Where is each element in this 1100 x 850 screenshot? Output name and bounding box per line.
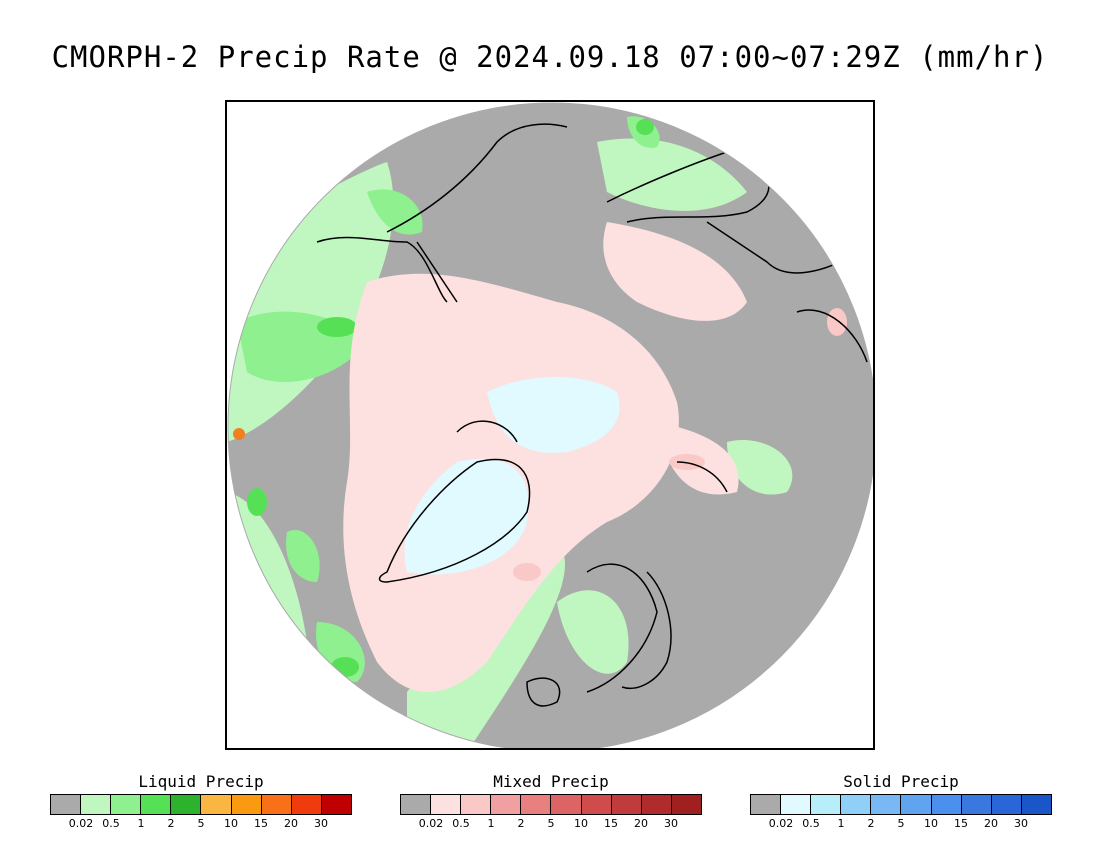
legend-swatch: [641, 795, 672, 814]
legend-tick-label: 0.5: [452, 817, 470, 830]
legend-tick-label: 15: [604, 817, 618, 830]
legend-swatch: [401, 795, 432, 814]
legend-tick-label: 30: [314, 817, 328, 830]
legend-tick-label: 5: [197, 817, 205, 830]
legend-liquid-precip: Liquid Precip 0.02 0.5 1 2 5 10 15 20 30: [50, 772, 352, 831]
legend-swatch: [671, 795, 701, 814]
legend-swatch: [841, 795, 872, 814]
legend-swatch: [781, 795, 812, 814]
page-title: CMORPH-2 Precip Rate @ 2024.09.18 07:00~…: [51, 40, 1049, 74]
legend-tick-label: 1: [837, 817, 845, 830]
legend-swatch: [491, 795, 522, 814]
legend-swatch: [81, 795, 112, 814]
legend-swatch: [871, 795, 902, 814]
legend-swatch: [111, 795, 142, 814]
legend-swatch: [321, 795, 351, 814]
legend-swatch: [751, 795, 782, 814]
legend-tick-label: 2: [517, 817, 525, 830]
legend-swatch: [551, 795, 582, 814]
polar-precip-map: [225, 100, 875, 750]
legend-tick-label: 0.02: [68, 817, 94, 830]
legend-swatch: [991, 795, 1022, 814]
color-bar: [400, 794, 702, 815]
legend-mixed-precip: Mixed Precip 0.02 0.5 1 2 5 10 15 20 30: [400, 772, 702, 831]
legend-tick-label: 0.5: [802, 817, 820, 830]
legend-tick-label: 30: [664, 817, 678, 830]
legend-swatch: [581, 795, 612, 814]
legend-tick-label: 15: [254, 817, 268, 830]
legend-tick-label: 20: [634, 817, 648, 830]
legend-tick-label: 15: [954, 817, 968, 830]
legend-tick-label: 20: [984, 817, 998, 830]
legend-solid-precip: Solid Precip 0.02 0.5 1 2 5 10 15 20 30: [750, 772, 1052, 831]
legend-tick-label: 2: [167, 817, 175, 830]
legend-swatch: [171, 795, 202, 814]
tick-labels: 0.02 0.5 1 2 5 10 15 20 30: [50, 815, 352, 831]
legend-title: Solid Precip: [843, 772, 959, 791]
color-bar: [750, 794, 1052, 815]
legend-tick-label: 10: [924, 817, 938, 830]
legend-swatch: [141, 795, 172, 814]
legend-swatch: [901, 795, 932, 814]
legend-tick-label: 5: [547, 817, 555, 830]
map-canvas: [227, 102, 873, 748]
solid-precip-areas: [404, 377, 620, 575]
legend-swatch: [521, 795, 552, 814]
legend-swatch: [231, 795, 262, 814]
legend-swatch: [461, 795, 492, 814]
legend-tick-label: 0.5: [102, 817, 120, 830]
legend-tick-label: 1: [487, 817, 495, 830]
legend-title: Liquid Precip: [138, 772, 264, 791]
legend-tick-label: 20: [284, 817, 298, 830]
legend-swatch: [261, 795, 292, 814]
legend-swatch: [1021, 795, 1051, 814]
legend-tick-label: 5: [897, 817, 905, 830]
liquid-precip-moderate: [237, 116, 660, 682]
legend-swatch: [291, 795, 322, 814]
legend-tick-label: 10: [224, 817, 238, 830]
liquid-hot-spot: [233, 428, 245, 440]
legend-swatch: [201, 795, 232, 814]
legend-tick-label: 2: [867, 817, 875, 830]
legend-tick-label: 10: [574, 817, 588, 830]
projection-boundary: [227, 102, 873, 748]
legend-swatch: [931, 795, 962, 814]
tick-labels: 0.02 0.5 1 2 5 10 15 20 30: [400, 815, 702, 831]
legend-tick-label: 1: [137, 817, 145, 830]
legend-swatch: [811, 795, 842, 814]
legend-tick-label: 0.02: [418, 817, 444, 830]
legend-swatch: [961, 795, 992, 814]
legend-tick-label: 30: [1014, 817, 1028, 830]
legend-tick-label: 0.02: [768, 817, 794, 830]
color-bar: [50, 794, 352, 815]
legend-swatch: [611, 795, 642, 814]
legend-title: Mixed Precip: [493, 772, 609, 791]
legend-swatch: [431, 795, 462, 814]
tick-labels: 0.02 0.5 1 2 5 10 15 20 30: [750, 815, 1052, 831]
mixed-precip-moderate: [513, 308, 847, 581]
legend-swatch: [51, 795, 82, 814]
